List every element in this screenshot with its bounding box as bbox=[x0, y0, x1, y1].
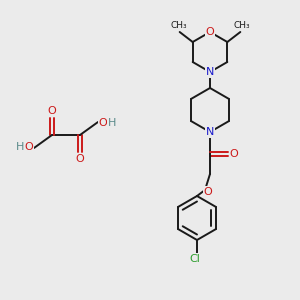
Text: H: H bbox=[16, 142, 24, 152]
Text: N: N bbox=[206, 127, 214, 137]
Text: O: O bbox=[48, 106, 56, 116]
Text: O: O bbox=[76, 154, 84, 164]
Text: O: O bbox=[230, 149, 238, 159]
Text: CH₃: CH₃ bbox=[170, 22, 187, 31]
Text: Cl: Cl bbox=[190, 254, 200, 264]
Text: O: O bbox=[99, 118, 107, 128]
Text: H: H bbox=[108, 118, 116, 128]
Text: O: O bbox=[204, 187, 212, 197]
Text: CH₃: CH₃ bbox=[233, 22, 250, 31]
Text: O: O bbox=[25, 142, 33, 152]
Text: N: N bbox=[206, 67, 214, 77]
Text: O: O bbox=[206, 27, 214, 37]
